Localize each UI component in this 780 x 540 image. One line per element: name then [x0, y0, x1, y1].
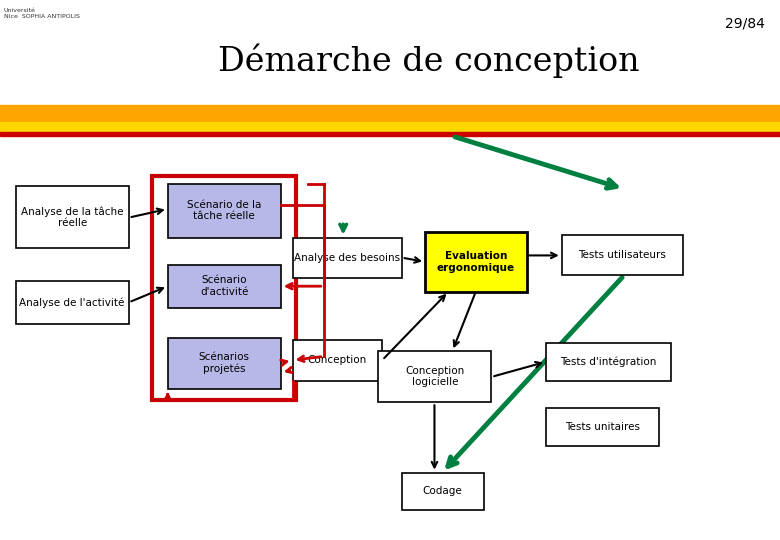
Text: Scénarios
projetés: Scénarios projetés [199, 352, 250, 374]
Text: Conception
logicielle: Conception logicielle [406, 366, 464, 388]
Bar [152, 176, 296, 400]
Bar [0, 105, 780, 122]
Text: Conception: Conception [308, 355, 367, 366]
Text: Tests unitaires: Tests unitaires [565, 422, 640, 431]
Bar [546, 343, 671, 381]
Bar [546, 408, 659, 445]
Bar [292, 238, 402, 278]
Text: Codage: Codage [423, 487, 463, 496]
Bar [0, 122, 780, 132]
Text: Université
Nice  SOPHIA ANTIPOLIS: Université Nice SOPHIA ANTIPOLIS [4, 8, 80, 19]
Bar [425, 232, 526, 292]
Bar [168, 338, 281, 389]
Bar [378, 351, 491, 402]
Bar [0, 132, 780, 136]
Bar [168, 184, 281, 238]
Bar [16, 281, 129, 324]
Bar [292, 340, 382, 381]
Text: Tests utilisateurs: Tests utilisateurs [578, 250, 666, 260]
Text: Evaluation
ergonomique: Evaluation ergonomique [437, 251, 515, 273]
Bar [562, 235, 682, 275]
Text: Tests d'intégration: Tests d'intégration [560, 356, 657, 367]
Text: Analyse de l'activité: Analyse de l'activité [20, 297, 125, 308]
Bar [402, 472, 484, 510]
Text: Scénario
d'activité: Scénario d'activité [200, 275, 249, 297]
Text: Analyse de la tâche
réelle: Analyse de la tâche réelle [21, 206, 123, 228]
Text: 29/84: 29/84 [725, 16, 764, 30]
Bar [16, 186, 129, 248]
Text: Scénario de la
tâche réelle: Scénario de la tâche réelle [187, 200, 261, 221]
Text: Démarche de conception: Démarche de conception [218, 43, 640, 78]
Text: Analyse des besoins: Analyse des besoins [294, 253, 400, 263]
Bar [168, 265, 281, 308]
